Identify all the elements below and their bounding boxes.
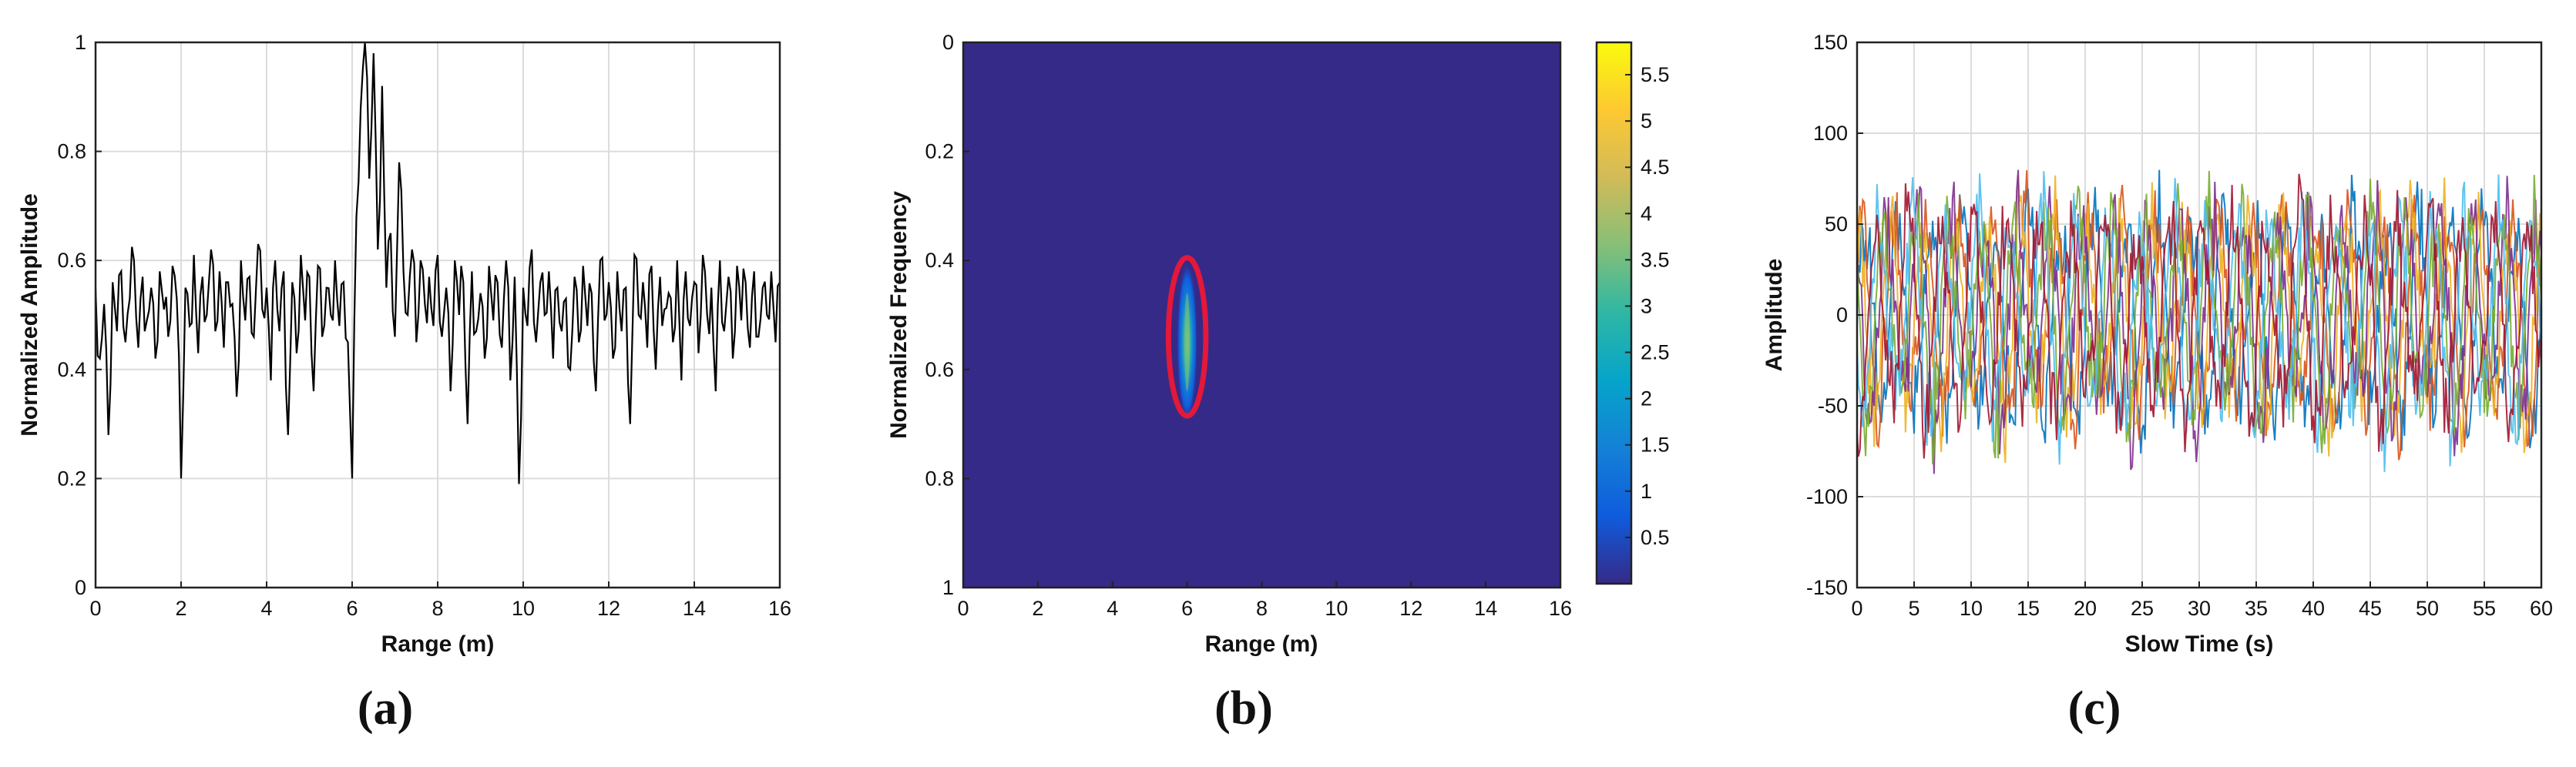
panel-a-xtick-label: 2 (175, 597, 186, 620)
panel-c-ytick-label: 150 (1813, 31, 1848, 54)
colorbar-tick-label: 4.5 (1641, 156, 1670, 179)
panel-b-ylabel: Normalized Frequency (886, 191, 912, 439)
panel-c-y-ticks: -150 -100 -50 0 50 100 150 (1806, 31, 1863, 599)
colorbar-tick-label: 1.5 (1641, 434, 1670, 457)
panel-a-xtick-label: 14 (683, 597, 706, 620)
panel-b-ytick-label: 0.2 (925, 140, 954, 163)
panel-b-ytick-label: 0.8 (925, 467, 954, 490)
panel-c-series-line (1857, 173, 2541, 459)
panel-c-xtick-label: 50 (2416, 597, 2439, 620)
panel-c: 0 5 10 15 20 25 30 35 40 45 50 55 60 -150 -100 -50 0 50 1… (1762, 31, 2553, 735)
panel-c-ylabel: Amplitude (1762, 259, 1787, 372)
panel-c-xtick-label: 0 (1851, 597, 1862, 620)
panel-a-ytick-label: 0.2 (57, 467, 86, 490)
colorbar-tick-label: 0.5 (1641, 526, 1670, 549)
colorbar-tick-label: 4 (1641, 202, 1652, 225)
colorbar-frame (1595, 41, 1633, 585)
panel-b-xtick-label: 14 (1474, 597, 1497, 620)
panel-a-xtick-label: 0 (89, 597, 101, 620)
panel-c-ytick-label: -50 (1818, 394, 1848, 417)
panel-c-x-ticks: 0 5 10 15 20 25 30 35 40 45 50 55 60 (1851, 581, 2553, 620)
panel-c-ytick-label: 50 (1825, 213, 1848, 236)
panel-b: 0 2 4 6 8 10 12 14 16 00.20.40.60.81 Range (m) N… (886, 31, 1670, 735)
panel-b-xtick-label: 16 (1549, 597, 1572, 620)
colorbar-tick-label: 2.5 (1641, 341, 1670, 364)
panel-a-ytick-label: 0.4 (57, 358, 86, 381)
heatmap-background (963, 42, 1560, 588)
panel-b-label: (b) (1214, 682, 1273, 735)
panel-c-ytick-label: 0 (1836, 303, 1848, 327)
panel-c-series-line (1857, 170, 2541, 465)
panel-b-ytick-label: 0.6 (925, 358, 954, 381)
panel-a-ytick-label: 0.6 (57, 249, 86, 272)
panel-b-ytick-label: 1 (942, 576, 954, 599)
panel-a-y-ticks: 0 0.2 0.4 0.6 0.8 1 (57, 31, 102, 599)
panel-a-label: (a) (358, 682, 413, 735)
panel-c-ytick-label: -150 (1806, 576, 1848, 599)
panel-a-ytick-label: 1 (75, 31, 86, 54)
panel-c-ytick-label: -100 (1806, 485, 1848, 508)
panel-c-xtick-label: 60 (2530, 597, 2553, 620)
panel-b-ytick-label: 0 (942, 31, 954, 54)
colorbar (1597, 42, 1631, 584)
panel-c-series-line (1857, 171, 2541, 472)
panel-b-xtick-label: 0 (957, 597, 969, 620)
panel-c-series (1857, 169, 2541, 474)
panel-c-xtick-label: 25 (2131, 597, 2154, 620)
panel-b-xlabel: Range (m) (1205, 631, 1318, 657)
panel-c-xtick-label: 40 (2302, 597, 2325, 620)
panel-b-x-ticks: 0 2 4 6 8 10 12 14 16 (957, 581, 1572, 620)
panel-b-xtick-label: 2 (1032, 597, 1043, 620)
panel-c-xlabel: Slow Time (s) (2125, 631, 2274, 657)
colorbar-tick-label: 5.5 (1641, 63, 1670, 86)
colorbar-tick-label: 2 (1641, 387, 1652, 410)
panel-a: 0 2 4 6 8 10 12 14 16 0 0.2 0.4 0.6 0.8 1 Range (m) N… (17, 31, 791, 735)
panel-c-xtick-label: 55 (2473, 597, 2496, 620)
panel-b-ytick-label: 0.4 (925, 249, 954, 272)
panel-b-xtick-label: 8 (1256, 597, 1268, 620)
panel-c-xtick-label: 35 (2245, 597, 2268, 620)
panel-c-xtick-label: 20 (2074, 597, 2097, 620)
panel-a-ylabel: Normalized Amplitude (17, 193, 42, 437)
hotspot-core (1184, 293, 1191, 392)
panel-b-y-ticks: 0 0.2 0.4 0.6 0.8 1 (925, 31, 969, 599)
panel-a-xtick-label: 4 (260, 597, 272, 620)
panel-c-label: (c) (2068, 682, 2121, 735)
panel-a-grid (95, 42, 781, 588)
panel-a-xtick-label: 6 (346, 597, 358, 620)
colorbar-tick-label: 1 (1641, 480, 1652, 503)
highlight-ellipse (1165, 255, 1209, 419)
panel-c-xtick-label: 5 (1908, 597, 1919, 620)
panel-a-xlabel: Range (m) (381, 631, 495, 657)
colorbar-ticks: 0.5 1 1.5 2 2.5 3 3.5 4 4.5 5 5.5 (1625, 63, 1670, 549)
colorbar-tick-label: 5 (1641, 109, 1652, 132)
panel-a-xtick-label: 8 (432, 597, 443, 620)
panel-a-x-ticks: 0 2 4 6 8 10 12 14 16 (89, 581, 791, 620)
panel-c-series-line (1857, 169, 2541, 474)
panel-a-ytick-label: 0 (75, 576, 86, 599)
panel-b-xtick-label: 6 (1181, 597, 1193, 620)
panel-a-xtick-label: 16 (768, 597, 791, 620)
panel-a-signal-line (96, 42, 780, 484)
panel-c-xtick-label: 45 (2359, 597, 2382, 620)
panel-a-xtick-label: 12 (597, 597, 620, 620)
panel-c-xtick-label: 30 (2188, 597, 2211, 620)
panel-c-xtick-label: 10 (1960, 597, 1983, 620)
panel-b-xtick-label: 4 (1107, 597, 1118, 620)
panel-c-ytick-label: 100 (1813, 122, 1848, 145)
heatmap-hotspot (1177, 260, 1198, 424)
colorbar-tick-label: 3.5 (1641, 248, 1670, 271)
colorbar-tick-label: 3 (1641, 294, 1652, 317)
panel-a-ytick-label: 0.8 (57, 140, 86, 163)
panel-a-xtick-label: 10 (512, 597, 535, 620)
panel-b-xtick-label: 12 (1399, 597, 1422, 620)
panel-c-xtick-label: 15 (2017, 597, 2040, 620)
panel-b-xtick-label: 10 (1325, 597, 1348, 620)
